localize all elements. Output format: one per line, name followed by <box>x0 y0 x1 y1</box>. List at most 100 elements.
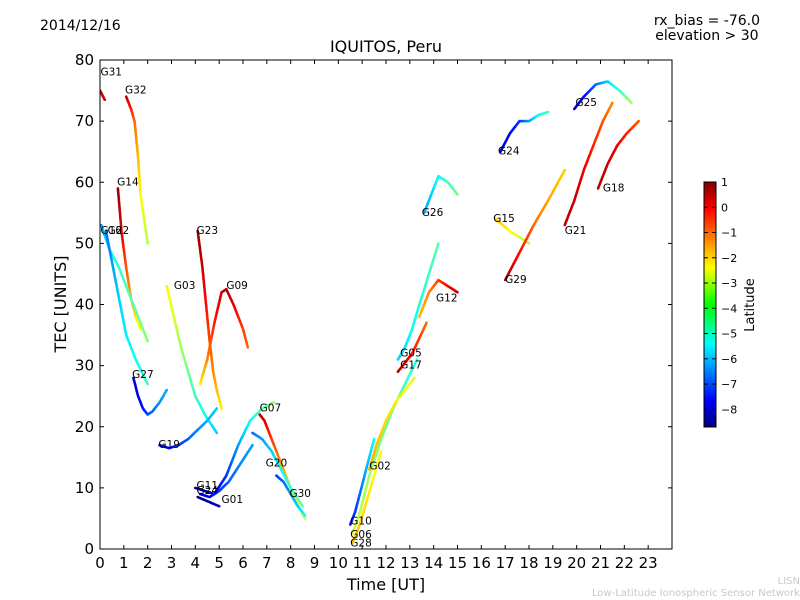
x-tick-label: 14 <box>424 554 443 572</box>
satellite-label: G09 <box>226 280 248 292</box>
data-point <box>372 437 376 441</box>
footer-network: Low-Latitude Ionospheric Sensor Network <box>592 588 800 599</box>
series-g22 <box>104 229 149 386</box>
x-tick-label: 20 <box>567 554 586 572</box>
data-point <box>303 517 307 520</box>
satellite-label: G05 <box>400 347 422 359</box>
satellite-label: G15 <box>493 213 515 225</box>
satellite-label: G22 <box>108 225 130 237</box>
data-point <box>456 291 459 294</box>
satellite-label: G30 <box>289 488 311 500</box>
series-g15 <box>494 217 531 245</box>
series-g27 <box>132 376 168 416</box>
colorbar-tick-label: −6 <box>721 353 737 366</box>
satellite-label: G29 <box>505 274 526 286</box>
satellite-label: G24 <box>197 485 219 497</box>
y-tick-label: 10 <box>75 479 94 497</box>
x-tick-label: 16 <box>472 554 491 572</box>
data-point <box>220 407 223 410</box>
data-point <box>146 382 149 386</box>
satellite-label: G14 <box>117 176 139 188</box>
plot-frame <box>99 59 673 550</box>
data-point <box>611 101 614 105</box>
receiver-info: rx_bias = -76.0 elevation > 30 <box>654 14 760 44</box>
x-tick-label: 2 <box>143 554 153 572</box>
x-tick-label: 6 <box>238 554 248 572</box>
x-tick-label: 18 <box>519 554 538 572</box>
data-point <box>246 346 250 349</box>
x-tick-label: 17 <box>496 554 515 572</box>
data-point <box>425 321 428 325</box>
x-tick-label: 23 <box>639 554 658 572</box>
data-point <box>301 504 304 508</box>
series-g09 <box>198 287 250 386</box>
series-g05 <box>396 242 440 361</box>
colorbar: 1 0 −1 −2 −3 −4 −5 −6 −7 −8 Latitude <box>703 176 758 428</box>
y-tick-label: 50 <box>75 234 94 252</box>
colorbar-tick-label: −4 <box>721 302 737 315</box>
data-point <box>546 110 550 114</box>
x-axis-label: Time [UT] <box>346 575 425 594</box>
satellite-label: G24 <box>498 146 520 158</box>
x-tick-label: 8 <box>286 554 296 572</box>
series-g25 <box>573 80 633 111</box>
data-point <box>215 407 219 410</box>
satellite-label: G01 <box>222 494 244 506</box>
y-axis: 0 10 20 30 40 50 60 70 80 <box>75 51 672 558</box>
colorbar-tick-label: 0 <box>721 201 728 214</box>
data-point <box>437 242 440 245</box>
data-point <box>165 388 168 392</box>
series-g26 <box>422 174 459 215</box>
x-axis: 0 1 2 3 4 5 6 7 8 9 10 11 12 13 14 15 16 17 18 19 20 21 22 23 <box>95 60 658 572</box>
x-tick-label: 15 <box>448 554 467 572</box>
series-g19 <box>158 407 219 450</box>
series-g24b <box>499 110 550 153</box>
y-tick-label: 40 <box>75 296 94 314</box>
series-g31 <box>100 89 107 101</box>
series-g30 <box>275 474 307 517</box>
data-point <box>563 168 567 172</box>
x-tick-label: 1 <box>119 554 129 572</box>
y-tick-label: 30 <box>75 357 94 375</box>
y-tick-label: 0 <box>84 540 94 558</box>
satellite-label: G26 <box>422 207 444 219</box>
data-point <box>146 242 149 245</box>
colorbar-tick-label: −7 <box>721 378 737 391</box>
colorbar-label: Latitude <box>743 278 758 332</box>
data-point <box>139 327 142 331</box>
satellite-label: G16 <box>100 225 122 237</box>
satellite-label: G20 <box>266 457 288 469</box>
series-g12 <box>418 278 459 319</box>
colorbar-tick-label: −1 <box>721 227 737 240</box>
satellite-label: G17 <box>400 360 422 372</box>
satellite-label: G28 <box>350 538 372 550</box>
x-tick-label: 9 <box>310 554 320 572</box>
series-layer <box>100 80 640 545</box>
footer-lisn: LISN <box>777 576 800 587</box>
footer: LISN Low-Latitude Ionospheric Sensor Net… <box>592 576 800 600</box>
data-point <box>103 98 107 101</box>
data-point <box>251 443 254 447</box>
y-tick-label: 70 <box>75 112 94 130</box>
satellite-label: G27 <box>132 369 154 381</box>
rx-bias-text: rx_bias = -76.0 <box>653 13 760 29</box>
y-axis-label: TEC [UNITS] <box>51 256 70 354</box>
elevation-text: elevation > 30 <box>655 28 759 44</box>
colorbar-tick-label: −3 <box>721 277 737 290</box>
x-tick-label: 4 <box>191 554 201 572</box>
colorbar-tick-label: 1 <box>721 176 728 189</box>
data-point <box>527 242 531 245</box>
satellite-label: G23 <box>197 225 219 237</box>
data-point <box>272 401 276 404</box>
series-g03 <box>165 284 219 435</box>
data-point <box>456 193 459 196</box>
series-g10 <box>349 437 376 526</box>
series-g11 <box>194 401 276 496</box>
series-g17 <box>396 321 428 374</box>
data-point <box>630 101 633 105</box>
series-g32 <box>124 95 149 245</box>
satellite-label: G12 <box>436 292 458 304</box>
colorbar-ticks: 1 0 −1 −2 −3 −4 −5 −6 −7 −8 <box>704 176 737 416</box>
series-g02 <box>368 376 416 471</box>
